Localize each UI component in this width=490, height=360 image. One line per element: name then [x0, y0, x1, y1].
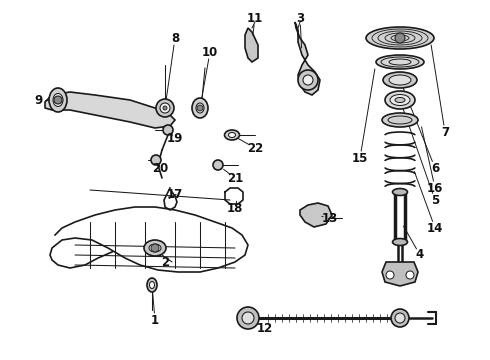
Text: 14: 14 — [427, 221, 443, 234]
Ellipse shape — [392, 238, 408, 246]
Ellipse shape — [49, 88, 67, 112]
Ellipse shape — [144, 240, 166, 256]
Text: 4: 4 — [416, 248, 424, 261]
Text: 16: 16 — [427, 181, 443, 194]
Ellipse shape — [390, 94, 410, 105]
Text: 7: 7 — [441, 126, 449, 139]
Circle shape — [163, 106, 167, 110]
Circle shape — [151, 244, 159, 252]
Polygon shape — [245, 28, 258, 62]
Text: 13: 13 — [322, 211, 338, 225]
Polygon shape — [295, 22, 320, 95]
Circle shape — [213, 160, 223, 170]
Circle shape — [406, 271, 414, 279]
Ellipse shape — [385, 91, 415, 109]
Circle shape — [298, 70, 318, 90]
Ellipse shape — [228, 132, 236, 138]
Circle shape — [303, 75, 313, 85]
Text: 6: 6 — [431, 162, 439, 175]
Ellipse shape — [149, 282, 154, 288]
Ellipse shape — [392, 189, 408, 195]
Text: 10: 10 — [202, 45, 218, 58]
Circle shape — [395, 33, 405, 43]
Text: 5: 5 — [431, 194, 439, 207]
Ellipse shape — [147, 278, 157, 292]
Circle shape — [237, 307, 259, 329]
Circle shape — [156, 99, 174, 117]
Text: 22: 22 — [247, 141, 263, 154]
Ellipse shape — [196, 103, 204, 113]
Text: 17: 17 — [167, 189, 183, 202]
Text: 15: 15 — [352, 152, 368, 165]
Ellipse shape — [376, 55, 424, 69]
Ellipse shape — [149, 244, 161, 252]
Text: 1: 1 — [151, 314, 159, 327]
Ellipse shape — [395, 98, 405, 103]
Text: 2: 2 — [161, 256, 169, 269]
Text: 3: 3 — [296, 12, 304, 24]
Circle shape — [242, 312, 254, 324]
Ellipse shape — [382, 113, 418, 127]
Polygon shape — [382, 262, 418, 286]
Polygon shape — [45, 92, 175, 128]
Ellipse shape — [366, 27, 434, 49]
Ellipse shape — [192, 98, 208, 118]
Text: 18: 18 — [227, 202, 243, 215]
Circle shape — [197, 105, 203, 111]
Text: 11: 11 — [247, 12, 263, 24]
Circle shape — [151, 155, 161, 165]
Circle shape — [163, 125, 173, 135]
Circle shape — [386, 271, 394, 279]
Text: 8: 8 — [171, 31, 179, 45]
Circle shape — [54, 96, 62, 104]
Text: 21: 21 — [227, 171, 243, 184]
Ellipse shape — [224, 130, 240, 140]
Circle shape — [395, 313, 405, 323]
Polygon shape — [300, 203, 332, 227]
Circle shape — [160, 103, 170, 113]
Circle shape — [391, 309, 409, 327]
Ellipse shape — [383, 72, 417, 88]
Text: 12: 12 — [257, 321, 273, 334]
Text: 9: 9 — [34, 94, 42, 107]
Ellipse shape — [53, 94, 63, 107]
Text: 19: 19 — [167, 131, 183, 144]
Ellipse shape — [389, 75, 411, 85]
Text: 20: 20 — [152, 162, 168, 175]
